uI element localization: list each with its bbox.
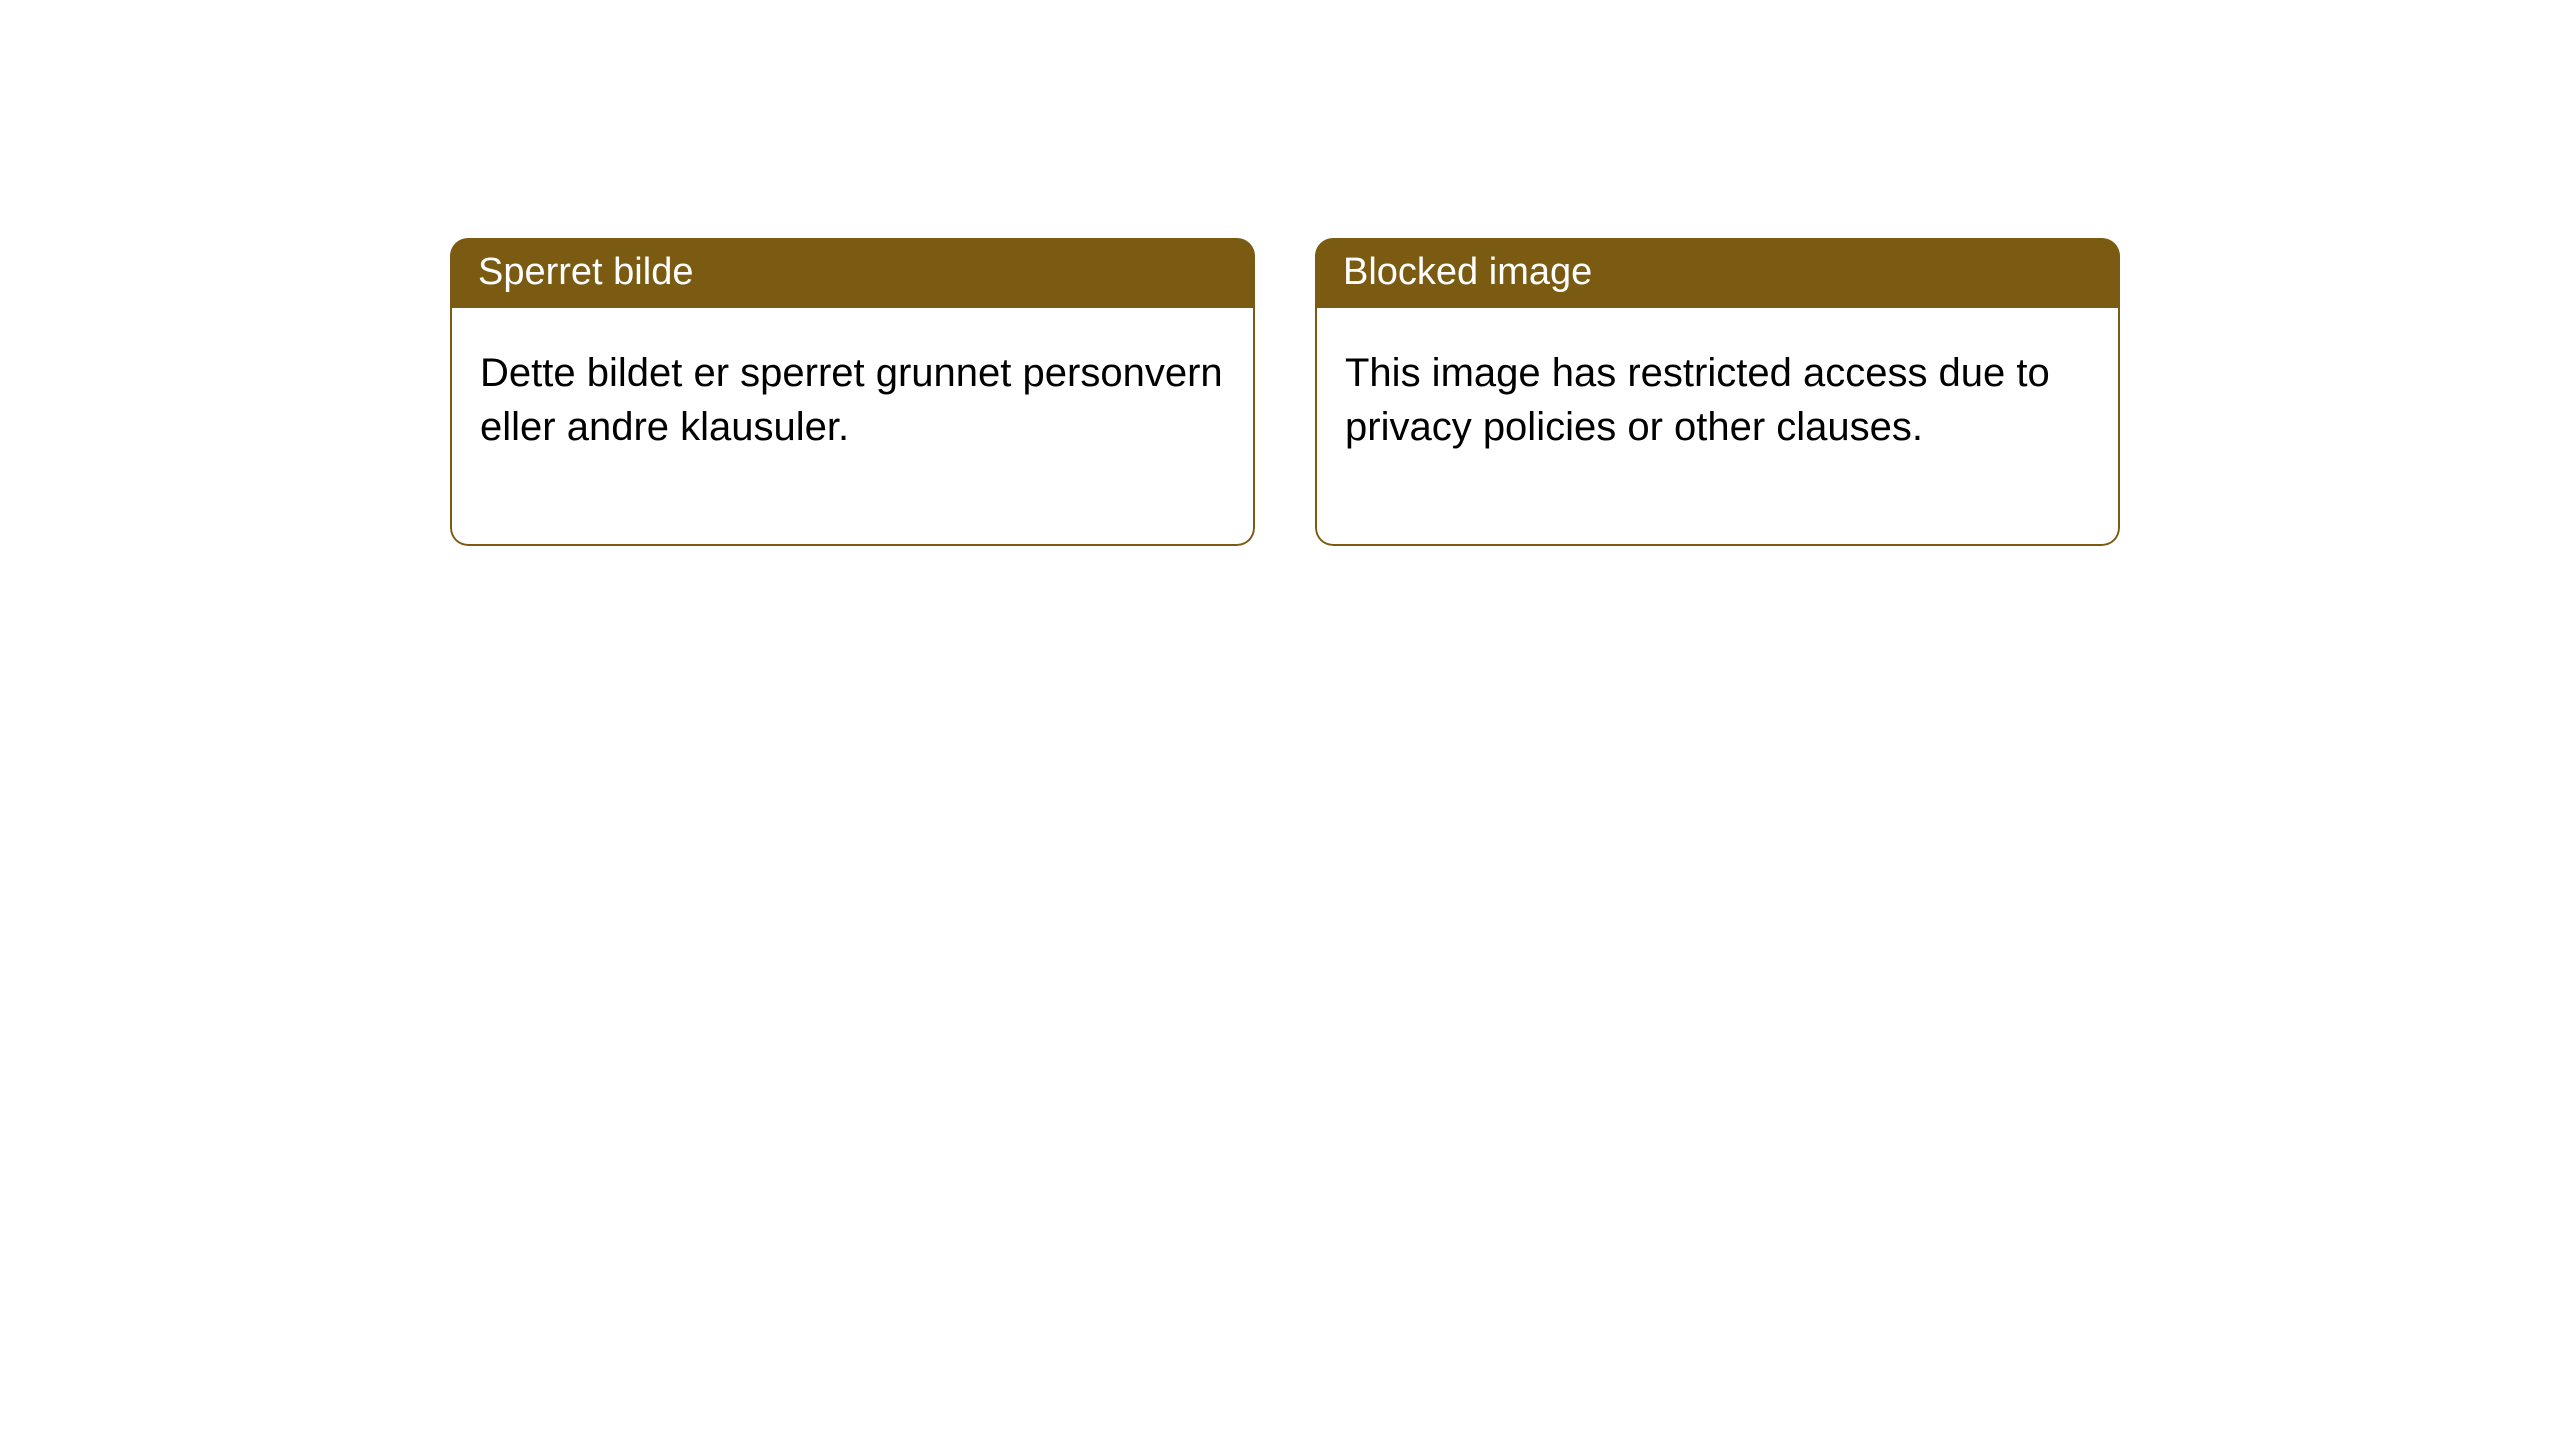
notice-body: This image has restricted access due to … <box>1315 308 2120 546</box>
notice-body: Dette bildet er sperret grunnet personve… <box>450 308 1255 546</box>
notice-header: Sperret bilde <box>450 238 1255 308</box>
notice-card-english: Blocked image This image has restricted … <box>1315 238 2120 546</box>
notice-header: Blocked image <box>1315 238 2120 308</box>
notice-container: Sperret bilde Dette bildet er sperret gr… <box>450 238 2120 546</box>
notice-card-norwegian: Sperret bilde Dette bildet er sperret gr… <box>450 238 1255 546</box>
